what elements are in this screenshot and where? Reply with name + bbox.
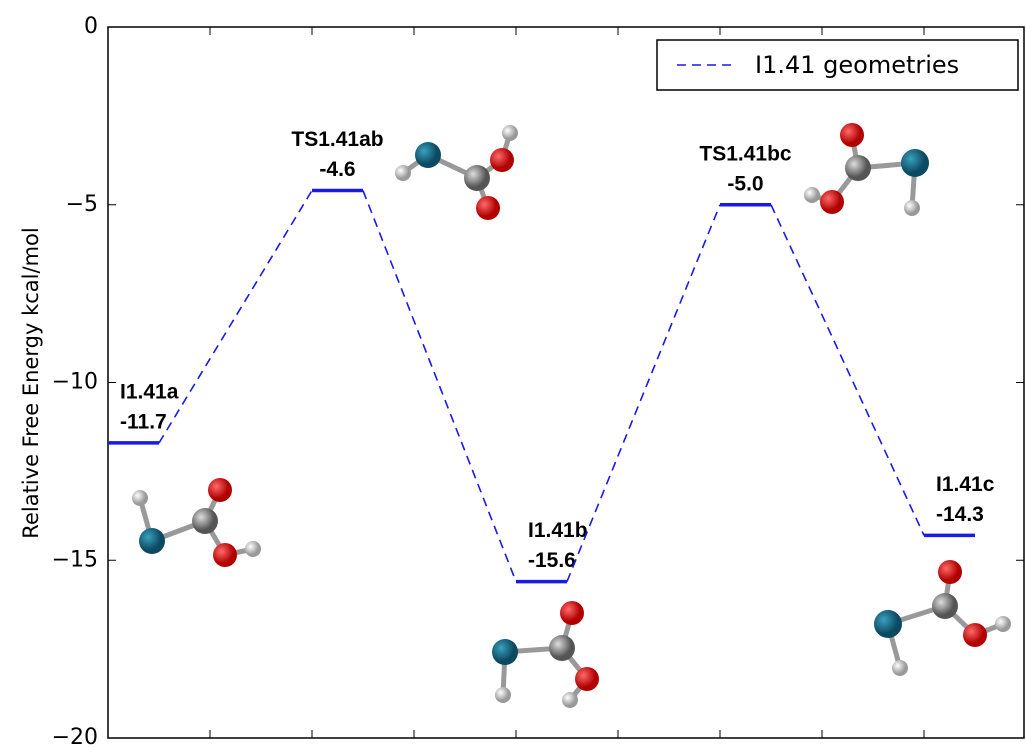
level-value: -11.7 — [120, 410, 167, 433]
y-axis-label: Relative Free Energy kcal/mol — [19, 227, 43, 538]
level-name: I1.41c — [936, 473, 995, 496]
level-value: -15.6 — [528, 549, 576, 572]
level-value: -14.3 — [936, 503, 984, 526]
level-value: -5.0 — [727, 172, 763, 195]
y-tick-label: 0 — [84, 14, 98, 39]
level-name: I1.41b — [528, 519, 588, 542]
legend-label: I1.41 geometries — [755, 51, 959, 79]
connector — [771, 205, 924, 536]
level-name: TS1.41bc — [699, 142, 792, 165]
y-tick-label: −10 — [52, 370, 98, 395]
molecule-images — [132, 123, 1011, 708]
molecule — [395, 125, 518, 220]
connector — [159, 191, 312, 443]
molecule — [492, 601, 599, 708]
level-name: I1.41a — [120, 380, 179, 403]
connector — [567, 205, 720, 582]
connector — [363, 191, 516, 582]
y-tick-label: −5 — [66, 192, 98, 217]
level-value: -4.6 — [319, 158, 355, 181]
molecule — [132, 478, 261, 567]
molecule — [874, 560, 1011, 676]
molecule — [804, 123, 929, 216]
y-tick-label: −15 — [52, 547, 98, 572]
chart: Relative Free Energy kcal/mol — [0, 0, 1026, 747]
level-name: TS1.41ab — [291, 128, 383, 151]
y-tick-label: −20 — [52, 725, 98, 747]
